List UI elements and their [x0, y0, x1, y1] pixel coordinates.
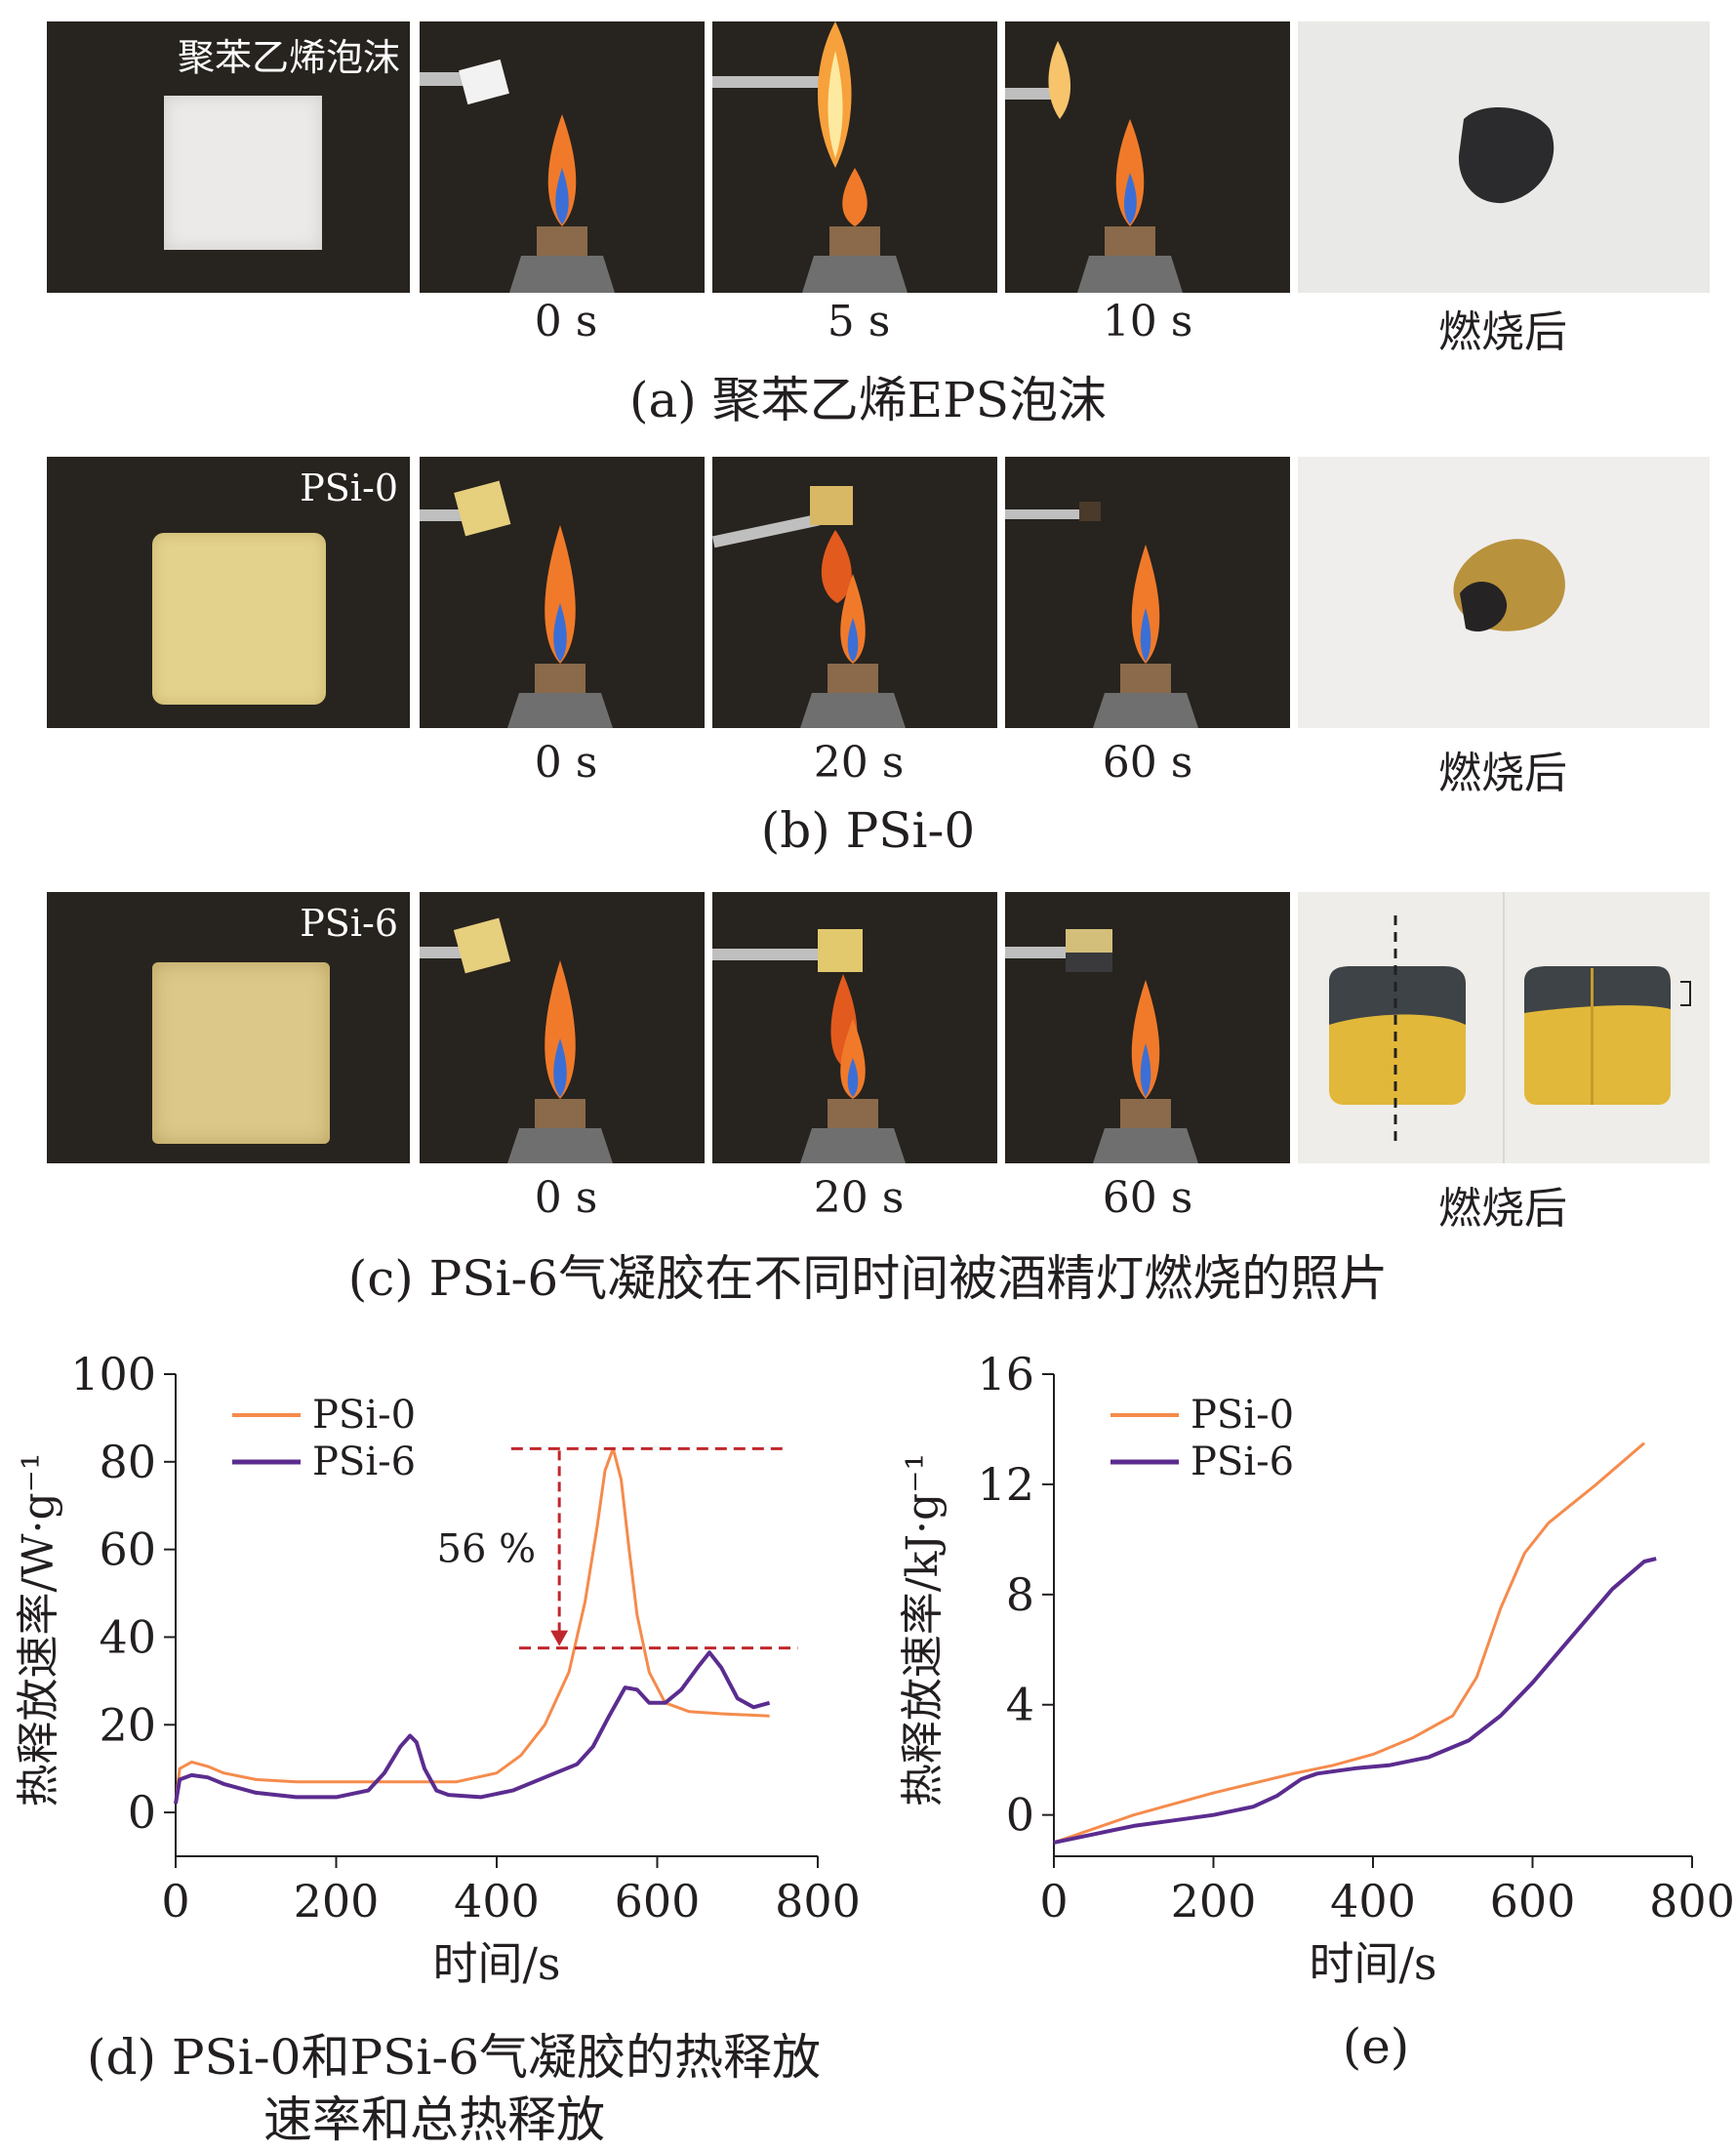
residue-image	[1329, 892, 1691, 1163]
time-label: 5 s	[827, 297, 891, 346]
burn-scene	[420, 59, 615, 293]
inset-label: PSi-6	[300, 902, 398, 945]
time-label: 60 s	[1102, 738, 1193, 788]
burn-scene	[1005, 929, 1198, 1163]
x-tick-label: 400	[454, 1875, 540, 1928]
burn-scene	[1005, 41, 1183, 293]
peak-reduction-annotation: 56 %	[437, 1446, 798, 1650]
after-photo-b	[1298, 457, 1710, 728]
x-tick-label: 600	[615, 1875, 701, 1928]
legend-label: PSi-0	[312, 1393, 416, 1438]
burn-scene	[420, 480, 613, 728]
residue-image	[1453, 539, 1565, 632]
after-photo-c	[1298, 892, 1710, 1163]
burn-photo-a-2	[712, 21, 997, 293]
caption-b: (b) PSi-0	[760, 802, 976, 859]
time-label: 0 s	[534, 297, 598, 346]
burn-photo-c-1	[420, 892, 705, 1163]
sample-block	[152, 962, 330, 1144]
x-axis-label: 时间/s	[432, 1937, 560, 1990]
after-burn-label: 燃烧后	[1438, 749, 1567, 798]
time-label: 0 s	[534, 1173, 598, 1223]
time-label: 20 s	[813, 1173, 905, 1223]
tick-group: 0 200 400 600 800 0 20 40 60 80 100	[70, 1348, 861, 1928]
y-tick-label: 20	[99, 1698, 156, 1751]
arrow-head	[550, 1630, 569, 1646]
burn-photo-a-1	[420, 21, 705, 293]
x-tick-label: 800	[1649, 1875, 1735, 1928]
caption-c: (c) PSi-6气凝胶在不同时间被酒精灯燃烧的照片	[347, 1250, 1389, 1307]
y-axis-label: 热释放速率/W·g⁻¹	[14, 1452, 63, 1806]
burn-photo-b-1	[420, 457, 705, 728]
y-axis-label: 热释放速率/kJ·g⁻¹	[898, 1453, 948, 1806]
hrr-chart: 0 200 400 600 800 0 20 40 60 80 100 56 % PSi-0PSi-…	[14, 1348, 861, 1990]
caption-d-line2: 速率和总热释放	[263, 2091, 605, 2148]
x-tick-label: 200	[1171, 1875, 1257, 1928]
inset-label: 聚苯乙烯泡沫	[177, 36, 400, 79]
time-label: 60 s	[1102, 1173, 1193, 1223]
residue-image	[1458, 106, 1554, 204]
series-line-psi-6	[174, 1650, 771, 1805]
burn-photo-b-2	[712, 457, 997, 728]
after-burn-label: 燃烧后	[1438, 307, 1567, 357]
y-tick-label: 60	[99, 1523, 156, 1576]
x-tick-label: 400	[1330, 1875, 1416, 1928]
sample-block	[152, 533, 326, 705]
y-tick-label: 80	[99, 1436, 156, 1488]
x-axis-label: 时间/s	[1309, 1937, 1436, 1990]
x-tick-label: 0	[161, 1875, 189, 1928]
burn-photo-a-3	[1005, 21, 1290, 293]
burn-scene	[712, 929, 906, 1163]
reduction-label: 56 %	[437, 1527, 537, 1572]
time-label: 20 s	[813, 738, 905, 788]
burn-photo-b-3	[1005, 457, 1290, 728]
x-tick-label: 600	[1490, 1875, 1576, 1928]
after-burn-label: 燃烧后	[1438, 1184, 1567, 1234]
legend-label: PSi-6	[1191, 1440, 1294, 1484]
burn-scene	[712, 21, 908, 293]
after-photo-a	[1298, 21, 1710, 293]
burn-scene	[712, 486, 906, 728]
burn-photo-c-3	[1005, 892, 1290, 1163]
sample-photo-b: PSi-0	[47, 457, 410, 728]
sample-photo-c: PSi-6	[47, 892, 410, 1163]
x-tick-label: 200	[294, 1875, 380, 1928]
y-tick-label: 0	[1006, 1789, 1034, 1842]
series-group	[174, 1446, 771, 1805]
y-tick-label: 4	[1006, 1679, 1034, 1731]
x-tick-label: 800	[775, 1875, 861, 1928]
caption-a: (a) 聚苯乙烯EPS泡沫	[628, 372, 1108, 428]
series-line-psi-6	[1053, 1557, 1657, 1845]
series-line-psi-0	[1053, 1441, 1645, 1845]
legend-label: PSi-0	[1191, 1393, 1294, 1438]
y-tick-label: 12	[977, 1458, 1034, 1511]
inset-label: PSi-0	[300, 467, 398, 509]
caption-e: (e)	[1342, 2018, 1410, 2075]
caption-d-line1: (d) PSi-0和PSi-6气凝胶的热释放	[86, 2029, 822, 2086]
time-label: 0 s	[534, 738, 598, 788]
y-tick-label: 16	[977, 1348, 1034, 1400]
burn-photo-c-2	[712, 892, 997, 1163]
sample-photo-a: 聚苯乙烯泡沫	[47, 21, 410, 293]
y-tick-label: 40	[99, 1610, 156, 1663]
legend-label: PSi-6	[312, 1440, 416, 1484]
time-label: 10 s	[1102, 297, 1193, 346]
y-tick-label: 100	[70, 1348, 156, 1400]
burn-scene	[420, 917, 613, 1163]
x-tick-label: 0	[1039, 1875, 1068, 1928]
burn-scene	[1005, 502, 1198, 728]
y-tick-label: 8	[1006, 1568, 1034, 1621]
sample-block	[164, 96, 322, 250]
series-line-psi-0	[174, 1446, 770, 1805]
y-tick-label: 0	[128, 1786, 156, 1839]
tick-group: 0 200 400 600 800 0 4 8 12 16	[977, 1348, 1734, 1928]
series-group	[1053, 1441, 1657, 1845]
